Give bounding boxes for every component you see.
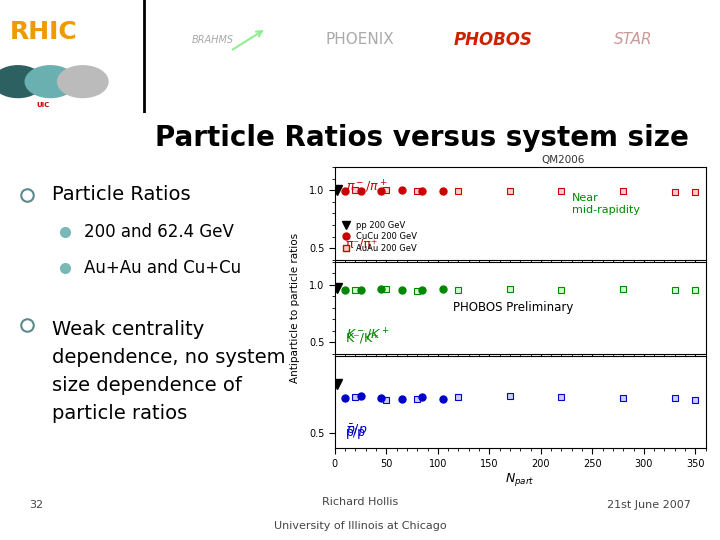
Text: p̅/p: p̅/p: [346, 426, 366, 439]
Text: Antiparticle to particle ratios: Antiparticle to particle ratios: [290, 233, 300, 383]
Text: RHIC: RHIC: [9, 20, 77, 44]
Text: 21st June 2007: 21st June 2007: [608, 500, 691, 510]
Text: Weak centrality
dependence, no system
size dependence of
particle ratios: Weak centrality dependence, no system si…: [53, 320, 286, 423]
Text: PHOENIX: PHOENIX: [325, 32, 395, 47]
Legend: pp 200 GeV, CuCu 200 GeV, AuAu 200 GeV: pp 200 GeV, CuCu 200 GeV, AuAu 200 GeV: [339, 218, 419, 255]
Text: BRAHMS: BRAHMS: [192, 35, 233, 45]
Text: RHIC: RHIC: [9, 20, 77, 44]
Text: Richard Hollis: Richard Hollis: [322, 497, 398, 507]
Text: $\pi^-/\pi^+$: $\pi^-/\pi^+$: [346, 178, 387, 195]
Ellipse shape: [0, 66, 43, 98]
Text: $\bar{p}/p$: $\bar{p}/p$: [346, 422, 367, 439]
Text: PHOBOS Preliminary: PHOBOS Preliminary: [454, 301, 574, 314]
Text: Particle Ratios versus system size: Particle Ratios versus system size: [156, 124, 689, 152]
Text: UIC: UIC: [37, 102, 50, 107]
Text: $K^-/K^+$: $K^-/K^+$: [346, 327, 390, 343]
Text: 32: 32: [29, 500, 43, 510]
Text: PHOBOS: PHOBOS: [454, 31, 533, 49]
Text: Au+Au and Cu+Cu: Au+Au and Cu+Cu: [84, 260, 241, 278]
Text: STAR: STAR: [614, 32, 653, 47]
Text: Near
mid-rapidity: Near mid-rapidity: [572, 193, 640, 215]
Text: QM2006: QM2006: [541, 155, 585, 165]
Text: π⁻/π⁺: π⁻/π⁺: [346, 238, 379, 251]
Text: University of Illinois at Chicago: University of Illinois at Chicago: [274, 521, 446, 531]
Ellipse shape: [58, 66, 108, 98]
X-axis label: $N_{part}$: $N_{part}$: [505, 471, 535, 488]
Ellipse shape: [25, 66, 76, 98]
Text: 200 and 62.4 GeV: 200 and 62.4 GeV: [84, 223, 234, 241]
Text: Particle Ratios: Particle Ratios: [53, 185, 191, 204]
Text: K⁻/K⁺: K⁻/K⁺: [346, 332, 379, 345]
